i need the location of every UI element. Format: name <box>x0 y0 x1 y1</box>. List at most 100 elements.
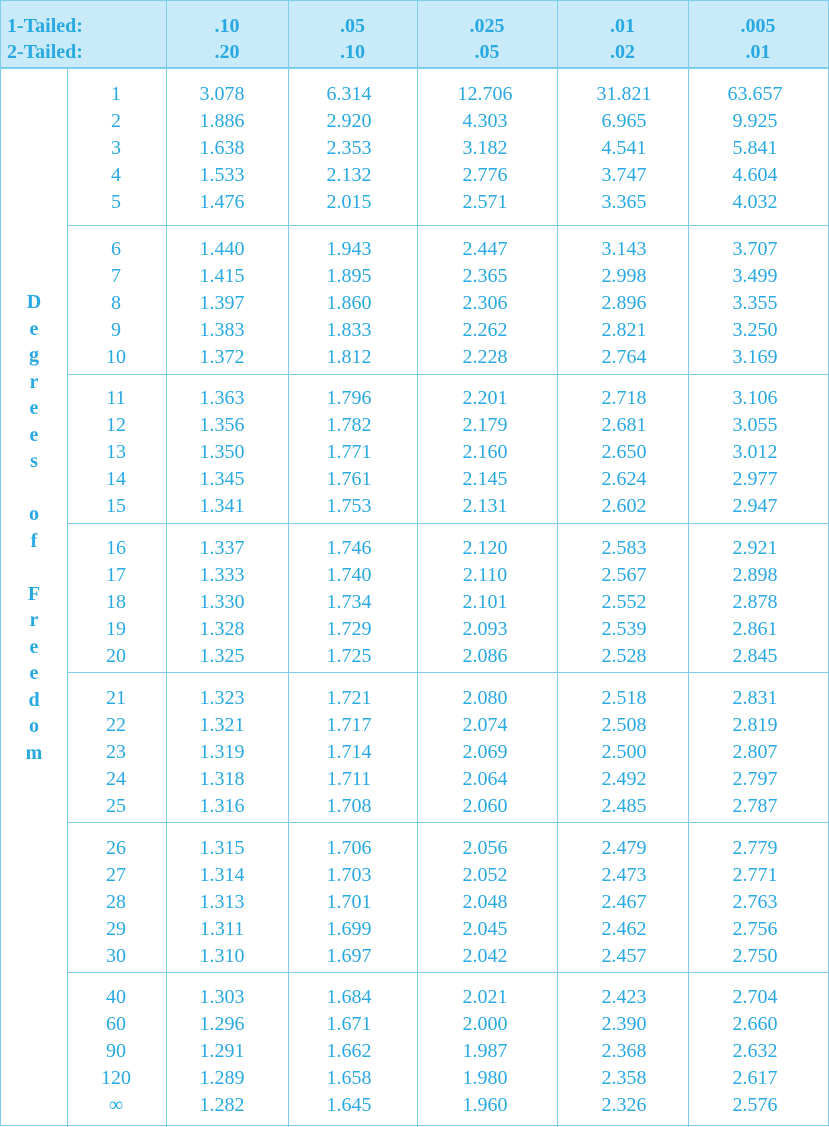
column-divider <box>417 69 418 1127</box>
critical-value-cell: 2.896 <box>601 292 647 314</box>
one-tailed-label: 1-Tailed: <box>7 15 83 37</box>
critical-value-cell: 2.567 <box>601 564 647 586</box>
header-column: .005 .01 <box>688 1 828 67</box>
critical-value-cell: 2.056 <box>462 837 508 859</box>
group-divider <box>67 822 828 823</box>
critical-value-cell: 1.645 <box>326 1094 372 1116</box>
critical-value-cell: 2.539 <box>601 618 647 640</box>
critical-value-cell: 2.718 <box>601 387 647 409</box>
df-cell: ∞ <box>108 1094 124 1116</box>
side-label-letter: e <box>29 662 39 684</box>
header-divider <box>557 1 558 69</box>
header-one-tailed-alpha: .025 <box>469 15 505 37</box>
critical-value-cell: 1.740 <box>326 564 372 586</box>
critical-value-cell: 2.086 <box>462 645 508 667</box>
critical-value-cell: 2.878 <box>732 591 778 613</box>
critical-value-cell: 2.145 <box>462 468 508 490</box>
critical-value-cell: 1.782 <box>326 414 372 436</box>
critical-value-cell: 2.763 <box>732 891 778 913</box>
critical-value-cell: 1.753 <box>326 495 372 517</box>
critical-value-cell: 1.761 <box>326 468 372 490</box>
df-cell: 17 <box>106 564 126 586</box>
df-cell: 13 <box>106 441 126 463</box>
critical-value-cell: 1.638 <box>199 137 245 159</box>
side-label-letter: e <box>29 635 39 658</box>
critical-value-cell: 2.160 <box>462 441 508 463</box>
critical-value-cell: 1.311 <box>199 918 245 940</box>
df-cell: 29 <box>106 918 126 940</box>
header-divider <box>288 1 289 69</box>
critical-value-cell: 2.528 <box>601 645 647 667</box>
critical-value-cell: 2.201 <box>462 387 508 409</box>
header-column: .01.02 <box>557 1 688 67</box>
critical-value-cell: 1.330 <box>199 591 245 613</box>
critical-value-cell: 3.250 <box>732 319 778 341</box>
df-cell: 25 <box>106 795 126 817</box>
critical-value-cell: 2.583 <box>601 537 647 559</box>
side-label-letter: f <box>30 529 38 552</box>
critical-value-cell: 2.353 <box>326 137 372 159</box>
critical-value-cell: 2.552 <box>601 591 647 613</box>
critical-value-cell: 5.841 <box>732 137 778 159</box>
critical-value-cell: 2.101 <box>462 591 508 613</box>
critical-value-cell: 2.423 <box>601 986 647 1008</box>
critical-value-cell: 1.325 <box>199 645 245 667</box>
df-cell: 21 <box>106 687 126 709</box>
df-cell: 26 <box>106 837 126 859</box>
df-cell: 90 <box>106 1040 126 1062</box>
df-cell: 7 <box>111 265 121 287</box>
side-label-letter: r <box>29 609 39 631</box>
df-cell: 60 <box>106 1013 126 1035</box>
critical-value-cell: 2.015 <box>326 191 372 213</box>
header-column: .025 .05 <box>417 1 557 67</box>
critical-value-cell: 2.756 <box>732 918 778 940</box>
critical-value-cell: 1.296 <box>199 1013 245 1035</box>
critical-value-cell: 6.314 <box>326 83 372 105</box>
side-label-letter: s <box>30 450 38 472</box>
critical-value-cell: 1.895 <box>326 265 372 287</box>
critical-value-cell: 1.313 <box>199 891 245 913</box>
critical-value-cell: 2.576 <box>732 1094 778 1116</box>
critical-value-cell: 2.632 <box>732 1040 778 1062</box>
critical-value-cell: 1.316 <box>199 795 245 817</box>
side-label-letter: o <box>29 503 39 525</box>
critical-value-cell: 2.093 <box>462 618 508 640</box>
critical-value-cell: 1.303 <box>199 986 245 1008</box>
critical-value-cell: 2.617 <box>732 1067 778 1089</box>
df-cell: 10 <box>106 346 126 368</box>
df-cell: 19 <box>106 618 126 640</box>
critical-value-cell: 1.734 <box>326 591 372 613</box>
side-label-letter: d <box>28 688 40 711</box>
critical-value-cell: 2.306 <box>462 292 508 314</box>
critical-value-cell: 12.706 <box>457 83 513 105</box>
df-cell: 24 <box>106 768 126 790</box>
critical-value-cell: 2.462 <box>601 918 647 940</box>
critical-value-cell: 1.289 <box>199 1067 245 1089</box>
critical-value-cell: 2.920 <box>326 110 372 132</box>
group-divider <box>67 225 828 226</box>
critical-value-cell: 4.604 <box>732 164 778 186</box>
df-cell: 28 <box>106 891 126 913</box>
critical-value-cell: 3.747 <box>601 164 647 186</box>
critical-value-cell: 1.717 <box>326 714 372 736</box>
critical-value-cell: 2.518 <box>601 687 647 709</box>
critical-value-cell: 1.746 <box>326 537 372 559</box>
critical-value-cell: 1.333 <box>199 564 245 586</box>
critical-value-cell: 3.182 <box>462 137 508 159</box>
critical-value-cell: 2.819 <box>732 714 778 736</box>
header-two-tailed-alpha: .10 <box>340 41 365 63</box>
df-cell: 5 <box>111 191 121 213</box>
critical-value-cell: 3.055 <box>732 414 778 436</box>
critical-value-cell: 1.291 <box>199 1040 245 1062</box>
side-label-letter: F <box>27 582 41 605</box>
df-cell: 4 <box>111 164 121 186</box>
critical-value-cell: 1.729 <box>326 618 372 640</box>
critical-value-cell: 1.796 <box>326 387 372 409</box>
header-column: .10.20 <box>166 1 288 67</box>
critical-value-cell: 1.671 <box>326 1013 372 1035</box>
side-label-letter: e <box>29 317 39 340</box>
side-label-letter: D <box>26 291 42 313</box>
critical-value-cell: 3.012 <box>732 441 778 463</box>
header-one-tailed-alpha: .01 <box>610 15 635 37</box>
critical-value-cell: 2.787 <box>732 795 778 817</box>
